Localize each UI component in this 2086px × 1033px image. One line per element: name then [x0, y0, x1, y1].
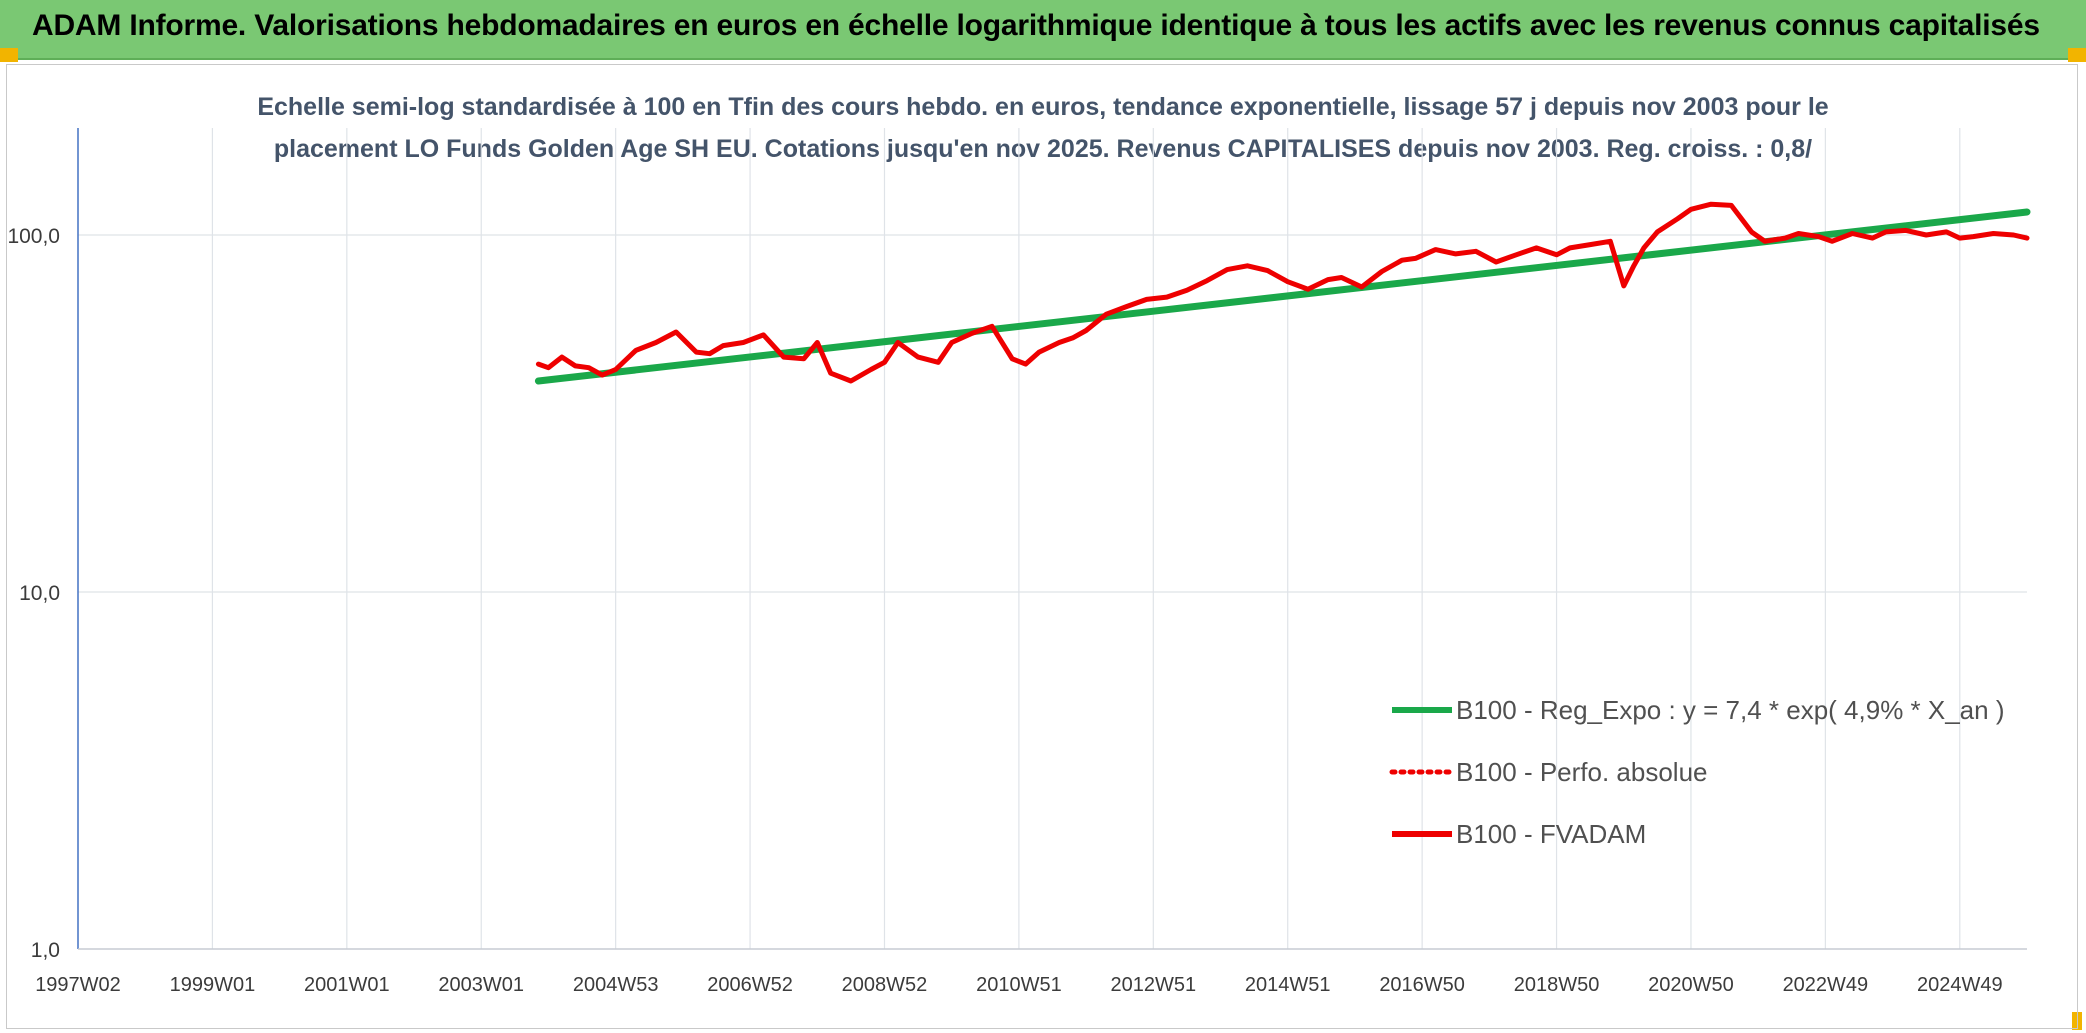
- y-tick-label: 10,0: [19, 582, 60, 605]
- x-tick-label: 2008W52: [842, 974, 928, 996]
- chart-subtitle-line-1: Echelle semi-log standardisée à 100 en T…: [257, 93, 1829, 121]
- page-title: ADAM Informe. Valorisations hebdomadaire…: [32, 9, 2040, 42]
- x-tick-label: 2016W50: [1379, 974, 1465, 996]
- chart-frame: [6, 64, 2078, 1029]
- x-tick-label: 2003W01: [438, 974, 524, 996]
- x-tick-label: 2001W01: [304, 974, 390, 996]
- series-line-0: [534, 208, 2031, 385]
- legend-label: B100 - FVADAM: [1456, 819, 1646, 849]
- x-tick-label: 1997W02: [35, 974, 121, 996]
- corner-marker-left: [0, 48, 18, 62]
- header-banner: ADAM Informe. Valorisations hebdomadaire…: [0, 0, 2086, 60]
- y-tick-label: 100,0: [7, 225, 60, 248]
- chart-subtitle: Echelle semi-log standardisée à 100 en T…: [0, 86, 2086, 170]
- chart-subtitle-line-2: placement LO Funds Golden Age SH EU. Cot…: [273, 135, 1813, 163]
- corner-marker-right: [2068, 48, 2086, 62]
- y-tick-label: 1,0: [31, 939, 60, 962]
- x-tick-label: 2018W50: [1514, 974, 1600, 996]
- x-tick-label: 2004W53: [573, 974, 659, 996]
- x-tick-label: 2012W51: [1110, 974, 1196, 996]
- x-tick-label: 2020W50: [1648, 974, 1734, 996]
- x-tick-label: 2006W52: [707, 974, 793, 996]
- series-line-2: [535, 201, 2030, 384]
- legend-label: B100 - Reg_Expo : y = 7,4 * exp( 4,9% * …: [1456, 695, 2005, 725]
- x-tick-label: 2014W51: [1245, 974, 1331, 996]
- legend-label: B100 - Perfo. absolue: [1456, 757, 1708, 787]
- x-tick-label: 2010W51: [976, 974, 1062, 996]
- x-tick-label: 1999W01: [170, 974, 256, 996]
- x-tick-label: 2024W49: [1917, 974, 2003, 996]
- x-tick-label: 2022W49: [1783, 974, 1869, 996]
